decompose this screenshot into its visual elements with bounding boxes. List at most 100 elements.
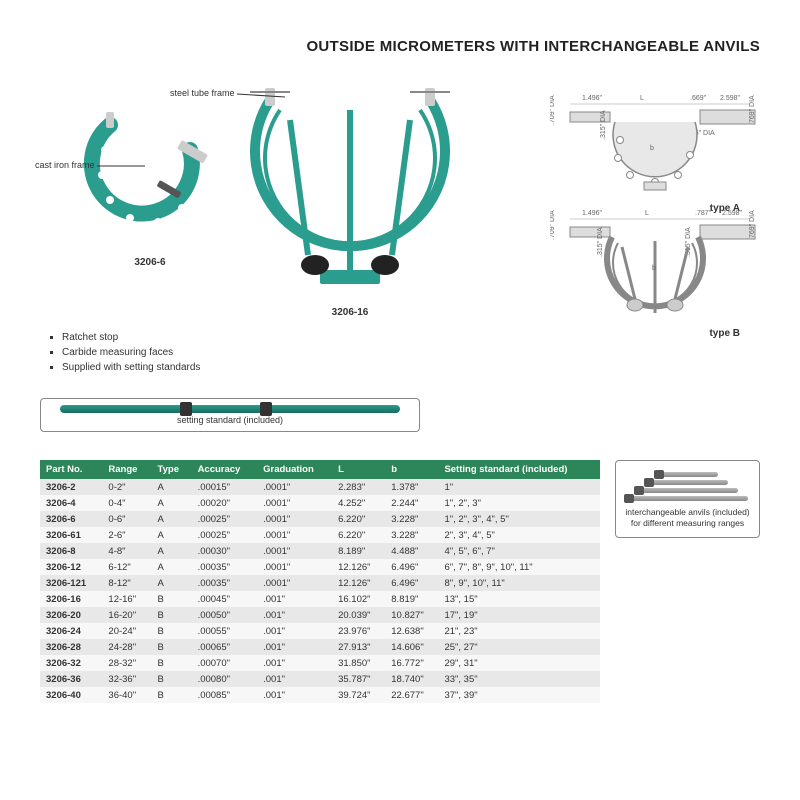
- th-partno: Part No.: [40, 460, 102, 479]
- table-row: 3206-3632-36"B.00080".001"35.787"18.740"…: [40, 671, 600, 687]
- table-cell: 12-16": [102, 591, 151, 607]
- table-cell: .00045": [192, 591, 258, 607]
- table-cell: 23.976": [332, 623, 385, 639]
- table-cell: 4-8": [102, 543, 151, 559]
- table-cell: 3206-28: [40, 639, 102, 655]
- table-cell: B: [152, 639, 192, 655]
- table-cell: .0001": [257, 479, 332, 495]
- table-row: 3206-4036-40"B.00085".001"39.724"22.677"…: [40, 687, 600, 703]
- table-cell: 8", 9", 10", 11": [438, 575, 600, 591]
- th-accuracy: Accuracy: [192, 460, 258, 479]
- table-cell: B: [152, 623, 192, 639]
- table-cell: 31.850": [332, 655, 385, 671]
- svg-text:.769" DIA: .769" DIA: [749, 95, 756, 125]
- feature-item: Supplied with setting standards: [62, 360, 200, 375]
- th-range: Range: [102, 460, 151, 479]
- svg-text:.769" DIA: .769" DIA: [749, 210, 756, 240]
- table-row: 3206-2824-28"B.00065".001"27.913"14.606"…: [40, 639, 600, 655]
- model-large-label: 3206-16: [230, 307, 470, 318]
- table-cell: 16.772": [385, 655, 438, 671]
- table-cell: .001": [257, 655, 332, 671]
- table-cell: 1.378": [385, 479, 438, 495]
- dim-L: L: [640, 95, 644, 102]
- table-row: 3206-3228-32"B.00070".001"31.850"16.772"…: [40, 655, 600, 671]
- setting-standard-bar: [60, 405, 400, 413]
- technical-drawing-b: 1.496" L .787" 2.598" .709" DIA .769" DI…: [550, 205, 760, 339]
- svg-text:.709" DIA: .709" DIA: [550, 95, 556, 125]
- table-cell: 36-40": [102, 687, 151, 703]
- anvils-caption: interchangeable anvils (included) for di…: [624, 507, 751, 529]
- table-cell: 37", 39": [438, 687, 600, 703]
- table-cell: 3206-121: [40, 575, 102, 591]
- svg-text:b: b: [652, 265, 656, 272]
- table-cell: 21", 23": [438, 623, 600, 639]
- table-cell: 3206-16: [40, 591, 102, 607]
- table-cell: .0001": [257, 511, 332, 527]
- table-cell: B: [152, 655, 192, 671]
- table-row: 3206-126-12"A.00035".0001"12.126"6.496"6…: [40, 559, 600, 575]
- dim-2598: 2.598": [720, 95, 741, 102]
- table-cell: A: [152, 527, 192, 543]
- svg-text:2.598": 2.598": [722, 210, 743, 217]
- svg-text:.709" DIA: .709" DIA: [550, 210, 556, 240]
- table-cell: 10.827": [385, 607, 438, 623]
- svg-text:.315" DIA: .315" DIA: [597, 227, 604, 257]
- micrometer-large: 3206-16: [230, 70, 470, 318]
- table-cell: 3206-8: [40, 543, 102, 559]
- table-cell: B: [152, 607, 192, 623]
- table-cell: 29", 31": [438, 655, 600, 671]
- table-cell: 8.189": [332, 543, 385, 559]
- table-cell: .001": [257, 623, 332, 639]
- table-cell: B: [152, 591, 192, 607]
- table-cell: .001": [257, 687, 332, 703]
- setting-standard-label: setting standard (included): [177, 415, 283, 425]
- table-cell: 3206-4: [40, 495, 102, 511]
- svg-text:b: b: [650, 145, 654, 152]
- table-cell: A: [152, 495, 192, 511]
- table-cell: 6.496": [385, 575, 438, 591]
- table-cell: 14.606": [385, 639, 438, 655]
- svg-text:L: L: [645, 210, 649, 217]
- table-row: 3206-2420-24"B.00055".001"23.976"12.638"…: [40, 623, 600, 639]
- table-cell: 2.244": [385, 495, 438, 511]
- table-cell: .00030": [192, 543, 258, 559]
- table-cell: 12.126": [332, 575, 385, 591]
- table-cell: 22.677": [385, 687, 438, 703]
- table-cell: A: [152, 543, 192, 559]
- type-b-label: type B: [550, 328, 740, 339]
- table-cell: .0001": [257, 543, 332, 559]
- anvil-rod: [638, 488, 738, 493]
- table-cell: 3206-12: [40, 559, 102, 575]
- table-cell: 35.787": [332, 671, 385, 687]
- features-list: Ratchet stop Carbide measuring faces Sup…: [50, 330, 200, 375]
- table-row: 3206-84-8"A.00030".0001"8.189"4.488"4", …: [40, 543, 600, 559]
- table-cell: 4.252": [332, 495, 385, 511]
- table-cell: 25", 27": [438, 639, 600, 655]
- technical-drawing-a: 1.496" L .669" 2.598" .709" DIA .769" DI…: [550, 90, 760, 214]
- table-cell: 0-6": [102, 511, 151, 527]
- table-cell: 33", 35": [438, 671, 600, 687]
- th-b: b: [385, 460, 438, 479]
- callout-cast-iron: cast iron frame: [35, 160, 147, 170]
- table-cell: 20-24": [102, 623, 151, 639]
- table-cell: .001": [257, 639, 332, 655]
- table-cell: 8-12": [102, 575, 151, 591]
- table-cell: .0001": [257, 495, 332, 511]
- table-cell: 1", 2", 3", 4", 5": [438, 511, 600, 527]
- table-cell: 2.283": [332, 479, 385, 495]
- th-type: Type: [152, 460, 192, 479]
- th-L: L: [332, 460, 385, 479]
- table-cell: 6.496": [385, 559, 438, 575]
- table-cell: 13", 15": [438, 591, 600, 607]
- table-cell: 1", 2", 3": [438, 495, 600, 511]
- svg-text:1.496": 1.496": [582, 210, 603, 217]
- table-cell: .00035": [192, 575, 258, 591]
- table-cell: .00065": [192, 639, 258, 655]
- table-cell: 18.740": [385, 671, 438, 687]
- anvil-rod: [648, 480, 728, 485]
- table-cell: 3206-61: [40, 527, 102, 543]
- table-cell: .00080": [192, 671, 258, 687]
- dim-669: .669": [690, 95, 707, 102]
- table-cell: 16.102": [332, 591, 385, 607]
- table-cell: .0001": [257, 559, 332, 575]
